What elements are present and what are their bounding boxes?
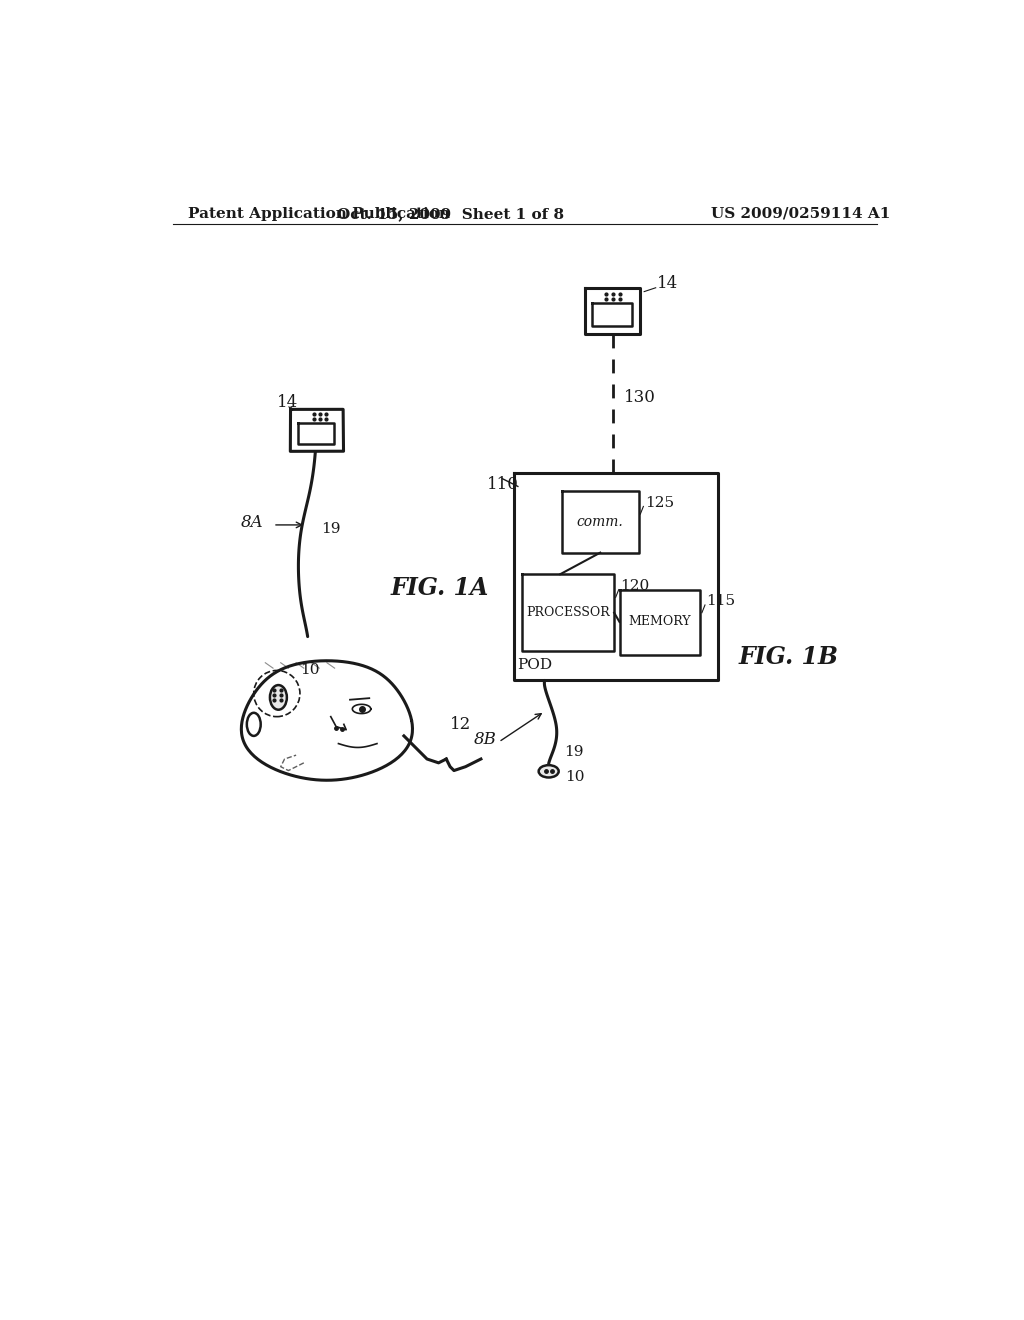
Text: 10: 10: [565, 771, 585, 784]
Text: 14: 14: [276, 393, 298, 411]
Text: 10: 10: [300, 664, 319, 677]
Text: FIG. 1B: FIG. 1B: [739, 645, 839, 669]
Text: comm.: comm.: [577, 515, 624, 529]
Text: 14: 14: [657, 276, 679, 293]
Text: POD: POD: [517, 659, 552, 672]
Text: 115: 115: [707, 594, 735, 609]
Ellipse shape: [270, 685, 287, 710]
Text: 130: 130: [625, 388, 656, 405]
Text: 8A: 8A: [241, 513, 263, 531]
Text: 125: 125: [645, 495, 674, 510]
Text: FIG. 1A: FIG. 1A: [391, 576, 489, 601]
Text: 110: 110: [487, 475, 519, 492]
Text: Patent Application Publication: Patent Application Publication: [188, 207, 451, 220]
Text: PROCESSOR: PROCESSOR: [526, 606, 610, 619]
Ellipse shape: [247, 713, 261, 737]
Text: 19: 19: [322, 521, 341, 536]
Text: 8B: 8B: [473, 731, 497, 748]
Text: 12: 12: [451, 715, 471, 733]
Text: 19: 19: [564, 744, 584, 759]
Text: MEMORY: MEMORY: [629, 615, 691, 628]
Text: Oct. 15, 2009  Sheet 1 of 8: Oct. 15, 2009 Sheet 1 of 8: [337, 207, 563, 220]
Text: 120: 120: [621, 578, 649, 593]
Text: US 2009/0259114 A1: US 2009/0259114 A1: [711, 207, 890, 220]
Ellipse shape: [539, 766, 559, 777]
